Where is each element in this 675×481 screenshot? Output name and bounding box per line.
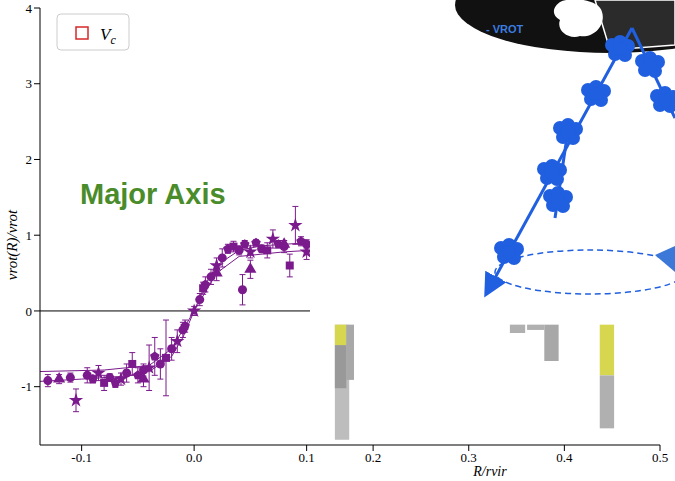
svg-text:3: 3 xyxy=(26,76,33,91)
svg-text:0.4: 0.4 xyxy=(556,450,573,465)
svg-text:R/rvir: R/rvir xyxy=(472,464,507,479)
svg-text:0.5: 0.5 xyxy=(652,450,668,465)
svg-text:vrot(R)/vrot: vrot(R)/vrot xyxy=(4,209,21,280)
svg-text:-1: -1 xyxy=(21,379,32,394)
svg-text:0.2: 0.2 xyxy=(365,450,381,465)
svg-text:1: 1 xyxy=(26,228,33,243)
svg-text:0.3: 0.3 xyxy=(461,450,477,465)
svg-text:0.1: 0.1 xyxy=(299,450,315,465)
svg-text:0.0: 0.0 xyxy=(186,450,202,465)
svg-text:0: 0 xyxy=(26,304,33,319)
svg-text:4: 4 xyxy=(26,1,33,16)
svg-text:2: 2 xyxy=(26,152,33,167)
svg-text:- VROT: - VROT xyxy=(486,23,524,35)
svg-text:Vc: Vc xyxy=(100,25,116,47)
svg-text:Major Axis: Major Axis xyxy=(80,178,226,210)
svg-text:-0.1: -0.1 xyxy=(71,450,92,465)
